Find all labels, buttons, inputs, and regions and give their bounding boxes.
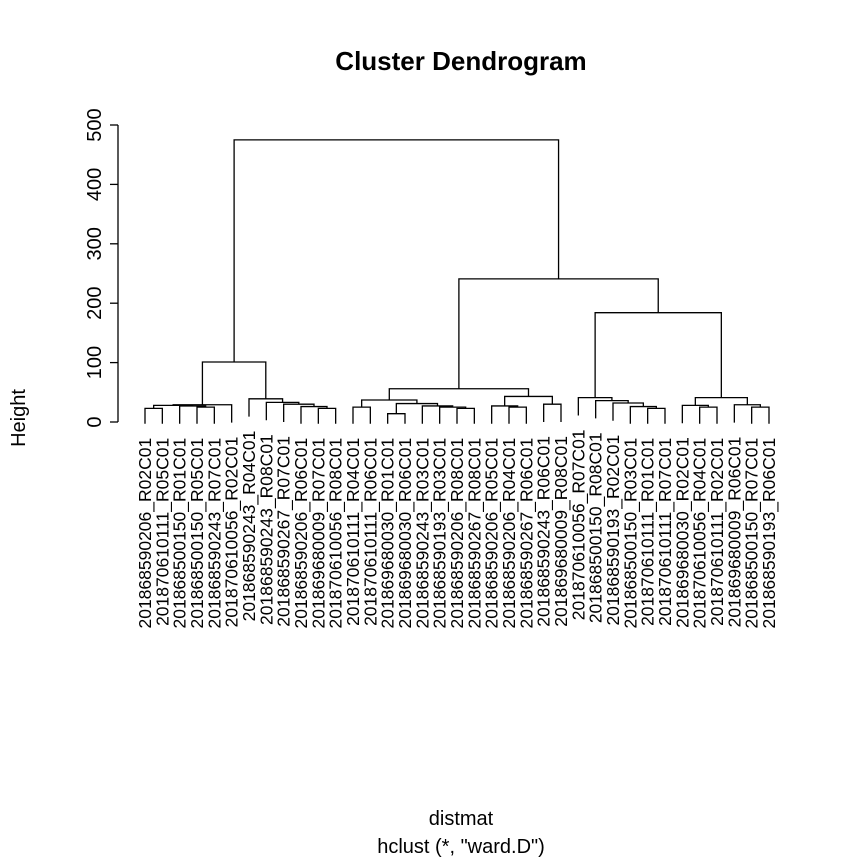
leaf-label: 201870610056_R08C01	[326, 438, 347, 629]
leaf-label: 201868500150_R07C01	[742, 438, 763, 629]
dendrogram-link	[629, 405, 657, 424]
leaf-label: 201868590267_R06C01	[516, 438, 537, 629]
leaf-label: 201869680009_R06C01	[724, 437, 745, 628]
dendrogram-link	[233, 139, 560, 363]
dendrogram-link	[458, 278, 659, 389]
dendrogram-link	[352, 406, 371, 424]
y-tick-label: 200	[84, 287, 106, 320]
dendrogram-link	[647, 407, 666, 424]
dendrogram-link	[300, 405, 328, 424]
leaf-label: 201868590206_R05C01	[482, 438, 503, 629]
dendrogram-branches	[144, 139, 770, 424]
dendrogram-link	[387, 413, 406, 424]
dendrogram-link	[612, 402, 644, 421]
dendrogram-link	[751, 406, 770, 424]
leaf-label: 201870610056_R07C01	[568, 429, 589, 620]
leaf-label: 201868590243_R04C01	[239, 431, 260, 622]
dendrogram-link	[421, 405, 454, 424]
dendrogram-link	[265, 401, 300, 421]
leaf-label: 201868590206_R02C01	[135, 438, 156, 629]
y-tick-label: 500	[84, 108, 106, 141]
leaf-label: 201868590267_R08C01	[464, 438, 485, 629]
leaf-label: 201868590243_R03C01	[412, 438, 433, 629]
leaf-label: 201868590193_R03C01	[430, 438, 451, 629]
dendrogram-link	[508, 406, 527, 424]
dendrogram-link	[439, 406, 467, 424]
leaf-label: 201870610056_R02C01	[222, 437, 243, 628]
dendrogram-link	[491, 405, 519, 424]
leaf-label: 201870610056_R04C01	[690, 438, 711, 629]
leaf-labels: 201868590206_R02C01201870610111_R05C0120…	[135, 429, 780, 628]
dendrogram-link	[144, 407, 163, 424]
leaf-label: 201870610111_R05C01	[152, 438, 173, 626]
leaf-label: 201869680009_R08C01	[551, 436, 572, 627]
dendrogram-link	[681, 404, 709, 424]
y-tick-label: 0	[84, 416, 106, 427]
leaf-label: 201868500150_R08C01	[586, 432, 607, 623]
y-tick-label: 100	[84, 346, 106, 379]
dendrogram-link	[388, 388, 530, 401]
leaf-label: 201868590267_R07C01	[274, 436, 295, 627]
x-axis-label: distmat	[429, 808, 494, 830]
leaf-label: 201868500150_R05C01	[187, 438, 208, 629]
leaf-label: 201868590193_R06C01	[759, 438, 780, 629]
leaf-label: 201870610111_R07C01	[655, 438, 676, 626]
leaf-label: 201868590206_R04C01	[499, 438, 520, 629]
chart-title: Cluster Dendrogram	[335, 46, 586, 76]
dendrogram-link	[699, 406, 718, 424]
dendrogram-link	[594, 312, 722, 398]
dendrogram-link	[543, 403, 562, 422]
dendrogram-link	[179, 405, 207, 424]
leaf-label: 201868590243_R08C01	[256, 434, 277, 625]
dendrogram-link	[456, 407, 475, 424]
subtitle: hclust (*, "ward.D")	[377, 836, 545, 858]
leaf-label: 201868590243_R07C01	[204, 438, 225, 629]
leaf-label: 201870610111_R04C01	[343, 438, 364, 626]
leaf-label: 201869680009_R07C01	[308, 438, 329, 629]
leaf-label: 201869680030_R02C01	[672, 437, 693, 628]
leaf-label: 201870610111_R01C01	[638, 438, 659, 626]
y-tick-label: 300	[84, 227, 106, 260]
leaf-label: 201868590206_R06C01	[291, 438, 312, 629]
leaf-label: 201869680030_R06C01	[395, 438, 416, 629]
leaf-label: 201870610111_R06C01	[360, 438, 381, 626]
dendrogram-link	[395, 402, 439, 414]
leaf-label: 201869680030_R01C01	[378, 438, 399, 629]
leaf-label: 201868590206_R08C01	[447, 438, 468, 629]
leaf-label: 201868500150_R01C01	[170, 438, 191, 629]
dendrogram-link	[317, 407, 337, 424]
y-axis-label: Height	[8, 389, 30, 447]
leaf-label: 201868590243_R06C01	[534, 436, 555, 627]
y-axis: 0 100 200 300 400 500	[84, 108, 119, 428]
leaf-label: 201870610111_R02C01	[707, 438, 728, 626]
dendrogram-link	[196, 406, 215, 424]
leaf-label: 201868590193_R02C01	[603, 435, 624, 626]
leaf-label: 201868500150_R03C01	[620, 438, 641, 629]
y-tick-label: 400	[84, 168, 106, 201]
